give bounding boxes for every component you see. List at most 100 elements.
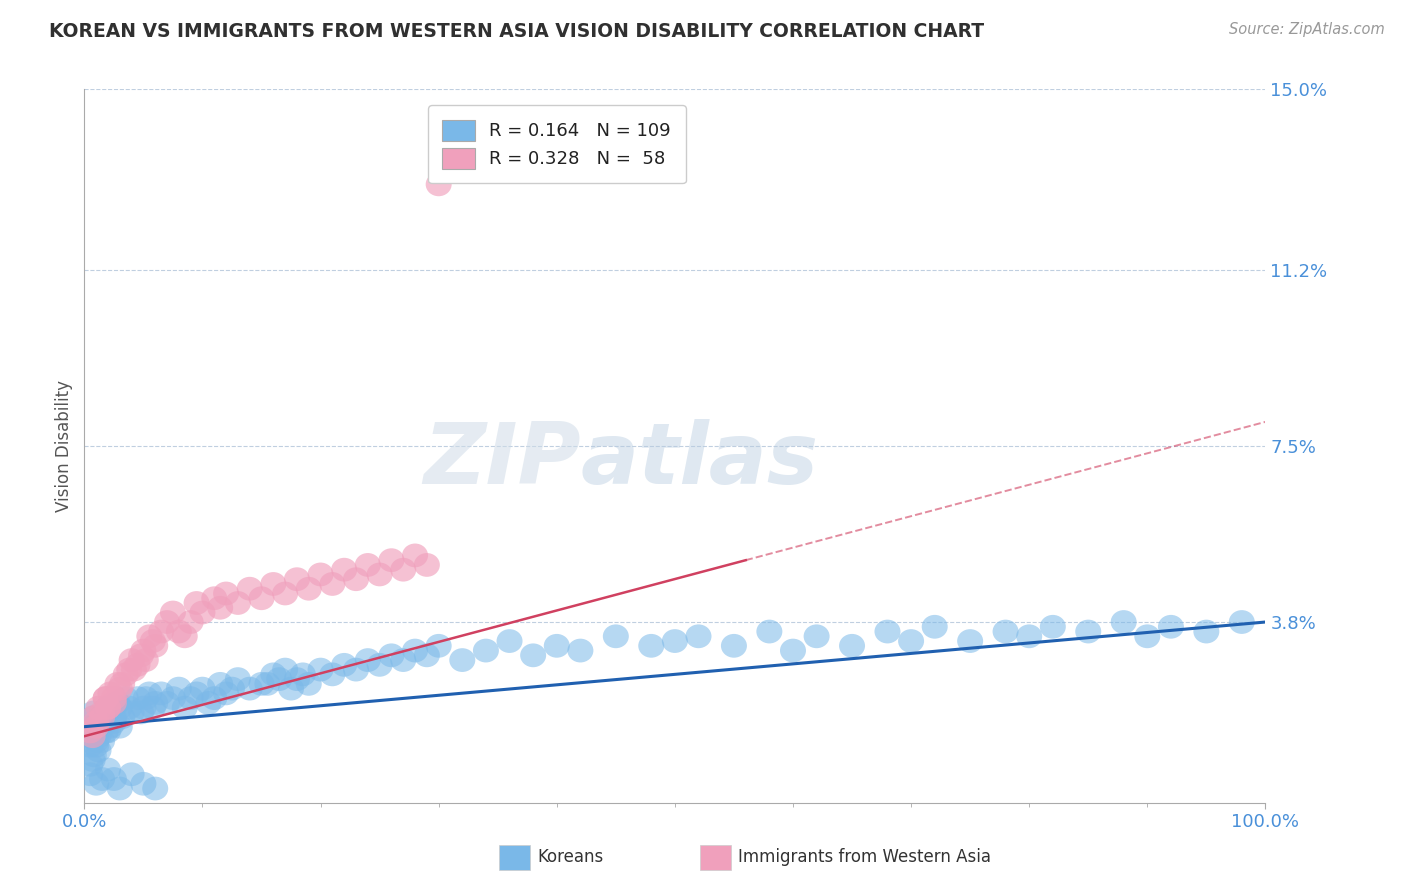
- Ellipse shape: [131, 772, 156, 796]
- Ellipse shape: [83, 729, 110, 753]
- Ellipse shape: [93, 706, 118, 729]
- Ellipse shape: [308, 657, 333, 681]
- Ellipse shape: [544, 634, 569, 657]
- Ellipse shape: [117, 657, 142, 681]
- Ellipse shape: [278, 677, 304, 700]
- Ellipse shape: [922, 615, 948, 639]
- Ellipse shape: [93, 686, 118, 710]
- Ellipse shape: [391, 558, 416, 582]
- Ellipse shape: [160, 600, 186, 624]
- Ellipse shape: [201, 686, 228, 710]
- Ellipse shape: [131, 639, 156, 663]
- Ellipse shape: [839, 634, 865, 657]
- Ellipse shape: [273, 582, 298, 606]
- Ellipse shape: [993, 620, 1018, 643]
- Ellipse shape: [155, 691, 180, 714]
- Ellipse shape: [273, 657, 298, 681]
- Ellipse shape: [89, 729, 115, 753]
- Ellipse shape: [86, 696, 111, 720]
- Ellipse shape: [354, 648, 381, 672]
- Ellipse shape: [1229, 610, 1254, 634]
- Ellipse shape: [83, 734, 110, 757]
- Ellipse shape: [96, 696, 121, 720]
- Text: Source: ZipAtlas.com: Source: ZipAtlas.com: [1229, 22, 1385, 37]
- Ellipse shape: [472, 639, 499, 663]
- Ellipse shape: [190, 677, 215, 700]
- Legend: R = 0.164   N = 109, R = 0.328   N =  58: R = 0.164 N = 109, R = 0.328 N = 58: [427, 105, 686, 183]
- Ellipse shape: [80, 706, 107, 729]
- Ellipse shape: [260, 572, 287, 596]
- Ellipse shape: [378, 643, 405, 667]
- Ellipse shape: [118, 763, 145, 786]
- Ellipse shape: [83, 714, 110, 739]
- Ellipse shape: [184, 681, 209, 706]
- Ellipse shape: [89, 700, 115, 724]
- Ellipse shape: [1040, 615, 1066, 639]
- Ellipse shape: [101, 710, 127, 734]
- Ellipse shape: [118, 648, 145, 672]
- Ellipse shape: [83, 772, 110, 796]
- Text: Koreans: Koreans: [537, 848, 603, 866]
- Ellipse shape: [112, 663, 139, 686]
- Ellipse shape: [139, 696, 166, 720]
- Ellipse shape: [177, 610, 204, 634]
- Ellipse shape: [402, 543, 427, 567]
- Ellipse shape: [190, 600, 215, 624]
- Ellipse shape: [97, 714, 124, 739]
- Ellipse shape: [219, 677, 245, 700]
- Ellipse shape: [319, 663, 346, 686]
- Ellipse shape: [496, 629, 523, 653]
- Ellipse shape: [214, 582, 239, 606]
- Ellipse shape: [80, 700, 107, 724]
- Ellipse shape: [284, 667, 309, 691]
- Ellipse shape: [662, 629, 688, 653]
- Ellipse shape: [957, 629, 983, 653]
- Ellipse shape: [875, 620, 900, 643]
- Ellipse shape: [101, 691, 127, 714]
- Ellipse shape: [77, 734, 103, 757]
- Ellipse shape: [160, 686, 186, 710]
- Ellipse shape: [1111, 610, 1136, 634]
- Ellipse shape: [295, 672, 322, 696]
- Ellipse shape: [290, 663, 316, 686]
- Ellipse shape: [402, 639, 427, 663]
- Ellipse shape: [343, 567, 368, 591]
- Ellipse shape: [83, 720, 110, 743]
- Ellipse shape: [125, 686, 150, 710]
- Ellipse shape: [110, 672, 135, 696]
- Ellipse shape: [77, 724, 103, 748]
- Ellipse shape: [139, 629, 166, 653]
- Text: Immigrants from Western Asia: Immigrants from Western Asia: [738, 848, 991, 866]
- Ellipse shape: [96, 696, 121, 720]
- Ellipse shape: [391, 648, 416, 672]
- Ellipse shape: [295, 577, 322, 600]
- Ellipse shape: [378, 549, 405, 572]
- Ellipse shape: [568, 639, 593, 663]
- Y-axis label: Vision Disability: Vision Disability: [55, 380, 73, 512]
- Ellipse shape: [177, 686, 204, 710]
- Ellipse shape: [207, 672, 233, 696]
- Ellipse shape: [236, 577, 263, 600]
- Ellipse shape: [354, 553, 381, 577]
- Ellipse shape: [1076, 620, 1101, 643]
- Ellipse shape: [80, 724, 105, 748]
- Ellipse shape: [172, 624, 198, 648]
- Ellipse shape: [638, 634, 664, 657]
- Ellipse shape: [450, 648, 475, 672]
- Ellipse shape: [77, 720, 103, 743]
- Ellipse shape: [80, 743, 107, 767]
- Text: KOREAN VS IMMIGRANTS FROM WESTERN ASIA VISION DISABILITY CORRELATION CHART: KOREAN VS IMMIGRANTS FROM WESTERN ASIA V…: [49, 22, 984, 41]
- Ellipse shape: [96, 696, 121, 720]
- Ellipse shape: [107, 696, 132, 720]
- Ellipse shape: [898, 629, 924, 653]
- Ellipse shape: [367, 563, 392, 586]
- Ellipse shape: [125, 653, 150, 677]
- Ellipse shape: [343, 657, 368, 681]
- Ellipse shape: [117, 696, 142, 720]
- Ellipse shape: [236, 677, 263, 700]
- Ellipse shape: [319, 572, 346, 596]
- Ellipse shape: [225, 667, 250, 691]
- Ellipse shape: [249, 672, 274, 696]
- Ellipse shape: [107, 714, 132, 739]
- Ellipse shape: [1159, 615, 1184, 639]
